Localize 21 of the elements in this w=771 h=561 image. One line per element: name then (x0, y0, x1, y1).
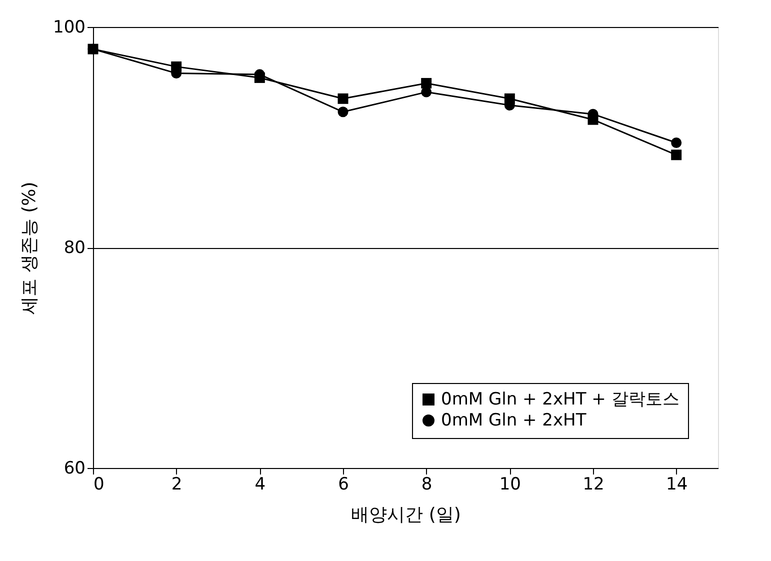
x-axis-title: 배양시간 (일) (351, 504, 461, 526)
y-tick-label: 100 (53, 18, 86, 38)
x-tick-label: 0 (94, 474, 104, 494)
legend-label: 0mM Gln + 2xHT (441, 410, 587, 430)
point (338, 93, 348, 104)
y-axis-title: 세포 생존능 (%) (19, 182, 40, 314)
point (421, 78, 432, 88)
point (421, 86, 432, 98)
x-tick-label: 8 (421, 474, 432, 494)
point (671, 150, 682, 160)
x-tick-label: 2 (171, 474, 182, 494)
x-tick-label: 14 (666, 474, 688, 494)
x-tick-label: 6 (338, 474, 349, 494)
y-tick-label: 80 (64, 238, 86, 258)
legend-label: 0mM Gln + 2xHT + 갈락토스 (441, 390, 680, 410)
point (338, 106, 348, 118)
y-tick-label: 60 (64, 458, 86, 478)
x-tick-label: 4 (254, 474, 266, 494)
x-tick-label: 12 (582, 474, 604, 494)
x-tick-label: 10 (499, 474, 521, 494)
point (671, 138, 682, 148)
